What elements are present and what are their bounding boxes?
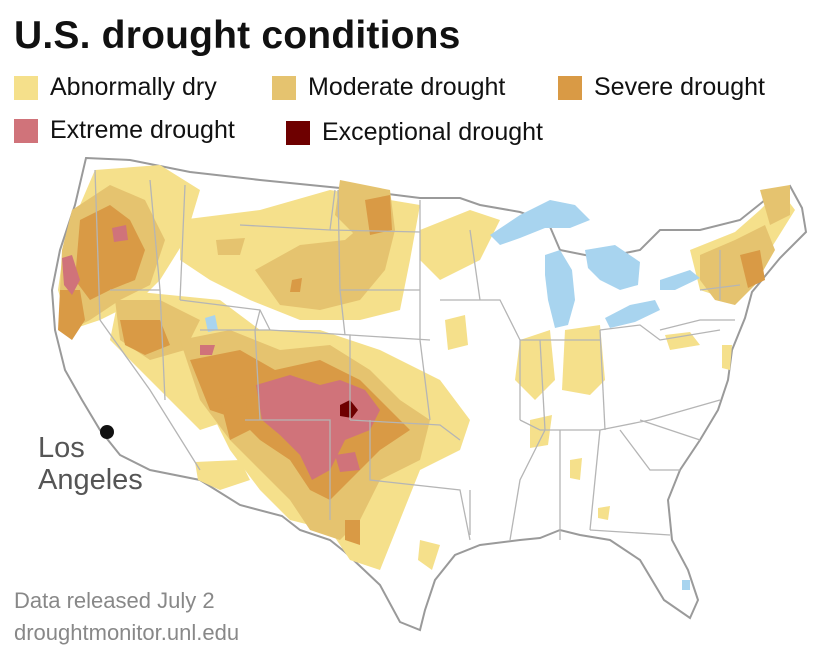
los-angeles-marker: [100, 425, 114, 439]
legend-label-exceptional-drought: Exceptional drought: [322, 118, 543, 146]
legend-swatch-extreme-drought: [14, 118, 38, 143]
exceptional-drought-areas: [340, 400, 358, 418]
lake-superior: [490, 200, 590, 245]
lake-okeechobee: [682, 580, 690, 590]
legend-label-moderate-drought: Moderate drought: [308, 73, 506, 101]
great-salt-lake: [205, 315, 218, 332]
legend-swatch-moderate-drought: [272, 75, 296, 100]
lake-huron: [585, 245, 640, 290]
legend-moderate-drought: Moderate drought: [272, 73, 505, 102]
data-release-note: Data released July 2: [14, 588, 215, 613]
legend-swatch-exceptional-drought: [286, 120, 310, 145]
legend-label-extreme-drought: Extreme drought: [50, 116, 235, 144]
city-label-los-angeles: Los Angeles: [38, 432, 143, 496]
source-url: droughtmonitor.unl.edu: [14, 620, 240, 645]
city-label-line1: Los: [38, 432, 85, 464]
legend-severe-drought: Severe drought: [558, 73, 765, 102]
legend-swatch-severe-drought: [558, 75, 582, 100]
legend-label-severe-drought: Severe drought: [594, 73, 765, 101]
water-bodies: [205, 200, 700, 590]
lake-michigan: [545, 250, 575, 328]
legend-extreme-drought: Extreme drought: [14, 116, 235, 145]
legend-exceptional-drought: Exceptional drought: [286, 118, 543, 147]
lake-erie: [605, 300, 660, 328]
legend-label-abnormally-dry: Abnormally dry: [50, 73, 217, 101]
state-borders: [94, 169, 741, 541]
legend-swatch-abnormally-dry: [14, 75, 38, 100]
city-label-line2: Angeles: [38, 464, 143, 496]
legend-abnormally-dry: Abnormally dry: [14, 73, 217, 102]
lake-ontario: [660, 270, 700, 290]
map-title: U.S. drought conditions: [14, 14, 461, 57]
